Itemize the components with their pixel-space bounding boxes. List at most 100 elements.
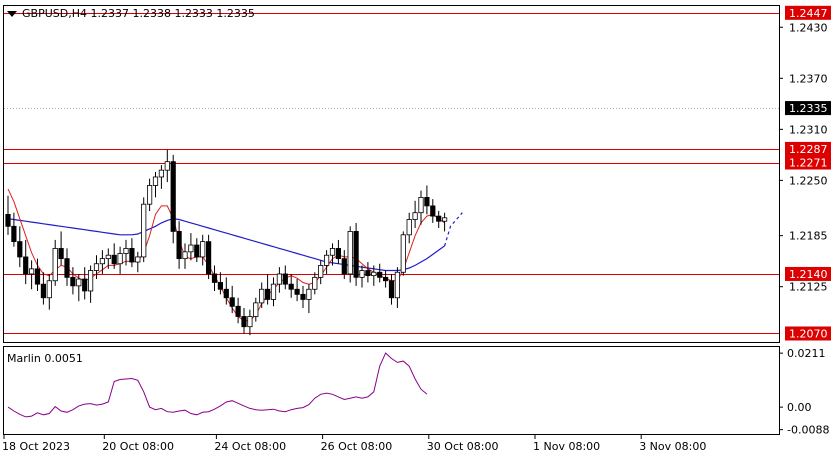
candle (170, 154, 176, 244)
candle (223, 277, 229, 305)
x-tick-label: 20 Oct 08:00 (102, 440, 174, 453)
candle (241, 307, 247, 334)
ma-blue-line (7, 218, 445, 272)
candle (276, 267, 283, 293)
candle (235, 297, 241, 324)
candle (347, 226, 353, 283)
candle-body (58, 248, 64, 260)
candle (341, 250, 347, 280)
candle (288, 273, 294, 298)
candle (436, 211, 442, 229)
candle (388, 273, 395, 305)
candle-body (312, 276, 318, 290)
candle (64, 248, 70, 286)
candle-body (282, 273, 288, 285)
candle-body (28, 268, 35, 275)
level-price-box (785, 266, 831, 281)
candle (264, 273, 271, 305)
candle (194, 238, 200, 263)
candle-body (152, 176, 159, 186)
candle-body (82, 278, 88, 292)
candle-body (46, 280, 52, 299)
candle (5, 195, 11, 235)
candle-body (17, 241, 23, 258)
candle (441, 212, 448, 232)
candle-body (93, 263, 100, 271)
candle (359, 265, 365, 288)
candle (406, 212, 412, 244)
y-tick-label: 1.2185 (789, 230, 828, 243)
candle-body (5, 214, 11, 227)
candle-body (117, 253, 123, 265)
level-price-box (785, 155, 831, 170)
candle-body (188, 244, 194, 253)
candle-body (211, 273, 218, 283)
candle (135, 251, 141, 273)
candle-body (200, 241, 206, 258)
candle-body (52, 248, 58, 282)
candle (99, 250, 105, 274)
collapse-triangle-icon[interactable] (7, 11, 17, 17)
candle (371, 265, 377, 286)
candle (117, 246, 123, 274)
candle (141, 197, 147, 263)
candle-body (34, 268, 41, 285)
candle (46, 273, 52, 310)
x-tick-label: 1 Nov 08:00 (533, 440, 600, 453)
candle-body (205, 241, 212, 275)
candle-body (70, 276, 76, 287)
candle (329, 243, 336, 266)
candle-body (129, 248, 135, 263)
candle (353, 222, 359, 286)
candle (82, 267, 88, 300)
candle-body (300, 293, 306, 300)
indicator-pane (3, 346, 780, 435)
candle (282, 265, 288, 290)
current-price-box (785, 101, 831, 116)
candle (11, 212, 17, 247)
candle (418, 190, 424, 225)
candle-body (353, 231, 359, 278)
symbol-header: GBPUSD,H4 1.2337 1.2338 1.2333 1.2335 (22, 7, 255, 20)
candle (377, 263, 383, 283)
candle (253, 297, 259, 322)
candle-body (335, 248, 342, 260)
candle (300, 285, 306, 308)
candle (294, 279, 300, 302)
candle-body (341, 258, 347, 275)
x-tick-label: 30 Oct 08:00 (427, 440, 499, 453)
indicator-label: Marlin 0.0051 (7, 352, 83, 365)
candle (270, 277, 277, 307)
level-price-box (785, 326, 831, 341)
candle (323, 250, 330, 274)
candle (123, 239, 129, 266)
candle-body (11, 225, 17, 243)
candle-body (123, 248, 129, 254)
candle (318, 260, 324, 285)
candle-body (270, 283, 277, 300)
candle-body (229, 297, 235, 307)
candle (365, 262, 371, 283)
candle-body (306, 288, 312, 300)
candle (306, 284, 312, 314)
ind-y-tick-label: 0.00 (787, 401, 812, 414)
y-tick-label: 1.2310 (789, 123, 828, 136)
marlin-line (7, 352, 428, 418)
ind-y-tick-label: -0.0088 (787, 424, 829, 437)
candle-body (76, 278, 82, 287)
candle-body (259, 288, 265, 304)
candle (382, 270, 389, 288)
candle-body (223, 288, 229, 299)
candle-body (418, 196, 424, 214)
candle (105, 248, 111, 269)
candle (93, 255, 100, 280)
candle-body (294, 288, 300, 295)
candle-body (288, 283, 294, 290)
candle-body (365, 270, 371, 277)
candle (164, 149, 170, 183)
candle (28, 260, 35, 290)
candle (394, 267, 401, 308)
candle (205, 234, 212, 280)
